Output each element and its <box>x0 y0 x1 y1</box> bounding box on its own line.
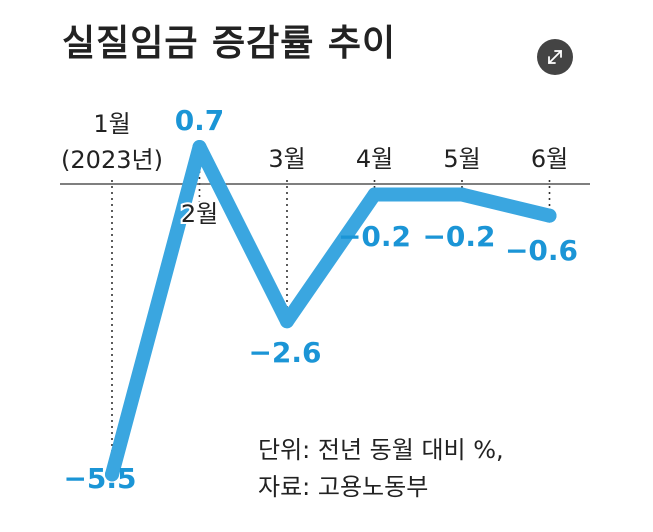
value-label: −0.2 <box>338 220 411 253</box>
value-label: 0.7 <box>175 104 225 137</box>
data-points <box>105 140 557 482</box>
data-point <box>542 208 557 223</box>
category-label: 6월 <box>531 145 568 173</box>
data-point <box>280 314 294 329</box>
value-label: −2.6 <box>248 336 321 369</box>
value-label: −0.6 <box>505 234 578 267</box>
expand-icon <box>548 50 562 64</box>
expand-button[interactable] <box>537 39 573 75</box>
category-label: 1월 <box>93 110 130 138</box>
chart-title: 실질임금 증감률 추이 <box>62 23 397 64</box>
category-label: 4월 <box>356 145 393 173</box>
value-label: −5.5 <box>63 462 136 495</box>
category-label: 3월 <box>268 145 305 173</box>
category-label: 2월 <box>181 200 218 228</box>
value-labels: −5.5 0.7 −2.6 −0.2 −0.2 −0.6 <box>63 104 578 495</box>
value-label: −0.2 <box>422 220 495 253</box>
category-sublabel: (2023년) <box>61 146 163 174</box>
data-point <box>367 187 382 202</box>
data-point <box>455 187 469 202</box>
category-label: 5월 <box>443 145 480 173</box>
source-note: 자료: 고용노동부 <box>258 473 429 501</box>
unit-note: 단위: 전년 동월 대비 %, <box>258 436 504 464</box>
category-labels: 1월 (2023년) 2월 3월 4월 5월 6월 <box>61 110 568 230</box>
data-point <box>105 467 119 482</box>
chart-source: 단위: 전년 동월 대비 %, 자료: 고용노동부 <box>258 432 504 506</box>
data-point <box>192 140 207 155</box>
series-line <box>105 140 557 482</box>
